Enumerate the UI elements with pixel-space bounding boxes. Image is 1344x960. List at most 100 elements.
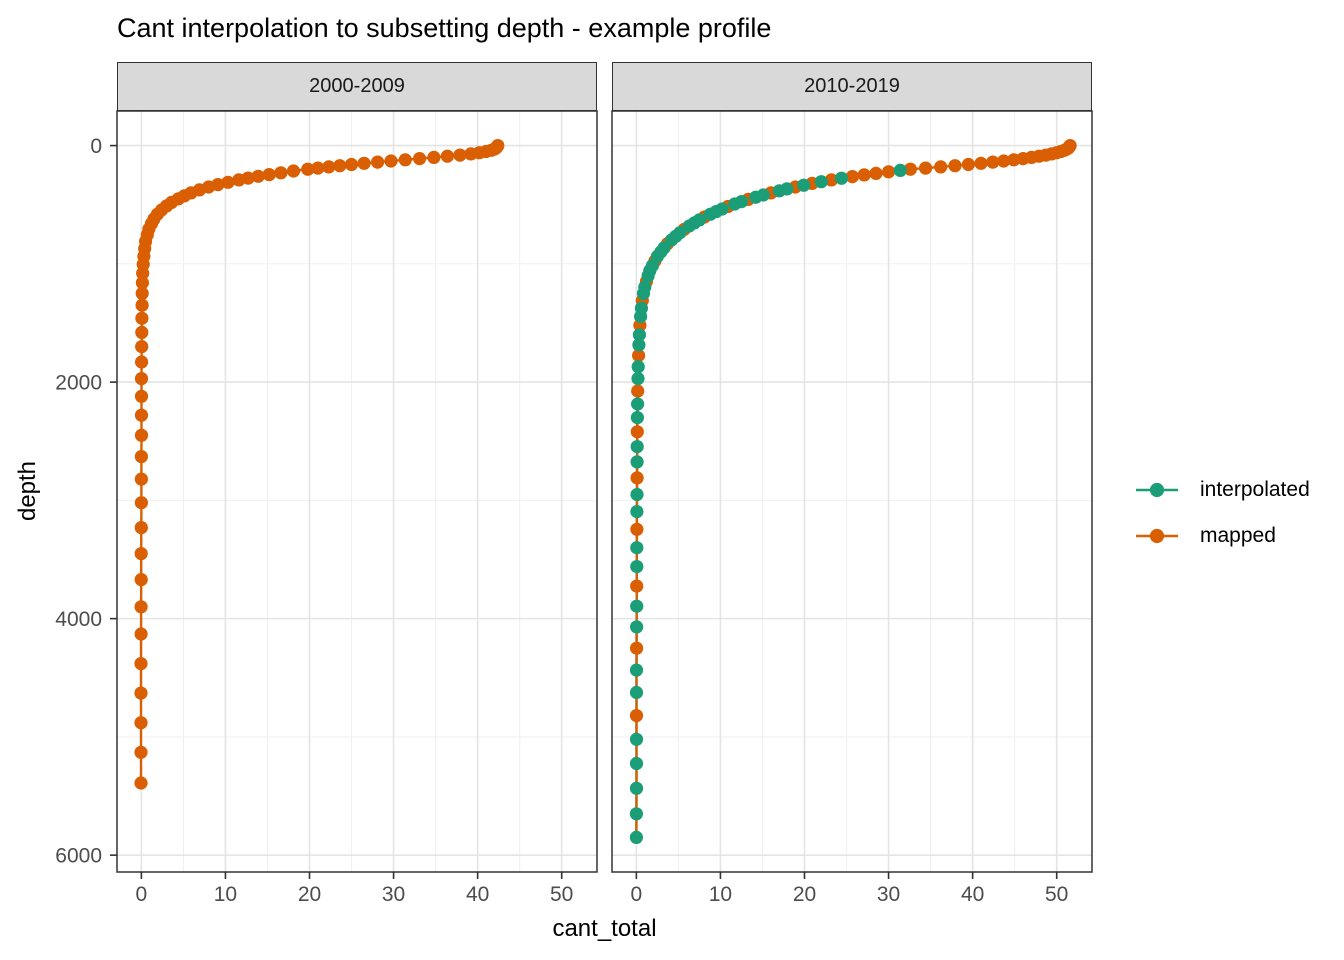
point-interpolated: [629, 830, 644, 845]
point-interpolated: [834, 171, 849, 185]
point-interpolated: [772, 184, 786, 198]
point-mapped: [301, 162, 315, 176]
legend-label-mapped: mapped: [1200, 524, 1276, 547]
x-tick-label: 40: [466, 883, 489, 906]
point-mapped: [961, 157, 976, 172]
point-interpolated: [629, 663, 644, 677]
point-interpolated: [629, 807, 644, 821]
panel-background: [117, 111, 597, 872]
point-interpolated: [797, 178, 811, 192]
point-interpolated: [636, 286, 651, 300]
point-interpolated: [631, 360, 645, 374]
point-interpolated: [630, 541, 644, 555]
facet-strip-2000-2009: 2000-2009: [117, 62, 597, 111]
point-mapped: [134, 600, 148, 614]
point-mapped: [251, 169, 265, 183]
point-mapped: [333, 159, 347, 173]
point-mapped: [134, 521, 148, 535]
legend-item-mapped: mapped: [1128, 513, 1310, 559]
x-tick-label: 20: [793, 883, 816, 906]
point-mapped: [262, 168, 276, 182]
point-interpolated: [632, 328, 647, 342]
point-mapped: [824, 173, 839, 187]
point-mapped: [903, 162, 918, 176]
point-mapped: [134, 716, 148, 730]
x-axis-title: cant_total: [552, 915, 657, 942]
point-mapped: [344, 157, 359, 172]
point-mapped: [427, 150, 441, 164]
point-mapped: [453, 148, 467, 162]
point-mapped: [135, 298, 149, 312]
point-mapped: [135, 311, 149, 325]
y-tick-label: 6000: [55, 845, 102, 868]
point-mapped: [1007, 153, 1021, 167]
panel-background: [612, 111, 1092, 872]
point-mapped: [919, 161, 933, 175]
y-tick-label: 0: [90, 135, 102, 158]
point-mapped: [974, 156, 988, 170]
point-mapped: [631, 384, 645, 398]
panel-border: [116, 110, 598, 873]
x-tick-label: 50: [1045, 883, 1068, 906]
point-mapped: [134, 472, 148, 486]
point-mapped: [286, 164, 301, 178]
point-mapped: [134, 573, 148, 587]
point-mapped: [630, 641, 644, 655]
point-mapped: [135, 340, 149, 354]
point-mapped: [845, 170, 860, 184]
point-interpolated: [630, 487, 644, 502]
point-mapped: [134, 547, 148, 561]
point-interpolated: [634, 309, 648, 324]
point-interpolated: [629, 732, 644, 746]
point-mapped: [134, 627, 148, 641]
y-axis-title: depth: [14, 460, 41, 522]
point-mapped: [134, 686, 148, 700]
point-mapped: [986, 155, 1000, 169]
point-interpolated: [630, 455, 644, 469]
point-mapped: [134, 657, 148, 671]
point-mapped: [134, 496, 148, 510]
point-mapped: [948, 159, 962, 173]
point-mapped: [134, 776, 148, 790]
point-interpolated: [641, 269, 655, 283]
point-mapped: [630, 579, 644, 593]
legend-key-interpolated-icon: [1136, 482, 1178, 498]
point-mapped: [135, 286, 149, 300]
point-mapped: [934, 160, 948, 174]
point-interpolated: [632, 338, 646, 352]
point-interpolated: [682, 219, 696, 233]
point-interpolated: [630, 440, 644, 454]
x-tick-label: 10: [709, 883, 732, 906]
point-mapped: [134, 745, 148, 759]
point-mapped: [322, 160, 336, 174]
point-mapped: [134, 428, 149, 442]
point-interpolated: [630, 560, 644, 574]
legend: interpolated mapped: [1128, 467, 1310, 559]
point-mapped: [629, 709, 644, 723]
point-mapped: [384, 154, 398, 168]
legend-key-mapped-icon: [1136, 528, 1178, 544]
point-mapped: [413, 152, 427, 166]
point-interpolated: [630, 411, 645, 425]
point-interpolated: [749, 190, 763, 204]
chart-title: Cant interpolation to subsetting depth -…: [117, 13, 772, 43]
point-mapped: [135, 355, 149, 369]
x-tick-label: 10: [214, 883, 237, 906]
y-tick-label: 2000: [55, 372, 102, 395]
y-tick-label: 4000: [55, 608, 102, 631]
point-mapped: [136, 266, 150, 280]
x-tick-label: 0: [631, 883, 643, 906]
x-tick-label: 30: [877, 883, 900, 906]
point-interpolated: [629, 685, 644, 700]
point-mapped: [134, 389, 149, 403]
point-mapped: [630, 425, 644, 439]
x-tick-label: 40: [961, 883, 984, 906]
x-tick-label: 20: [298, 883, 321, 906]
point-mapped: [134, 372, 149, 386]
point-interpolated: [629, 756, 644, 771]
point-mapped: [630, 471, 644, 485]
point-mapped: [134, 408, 149, 422]
point-mapped: [357, 156, 371, 170]
point-mapped: [869, 166, 883, 180]
